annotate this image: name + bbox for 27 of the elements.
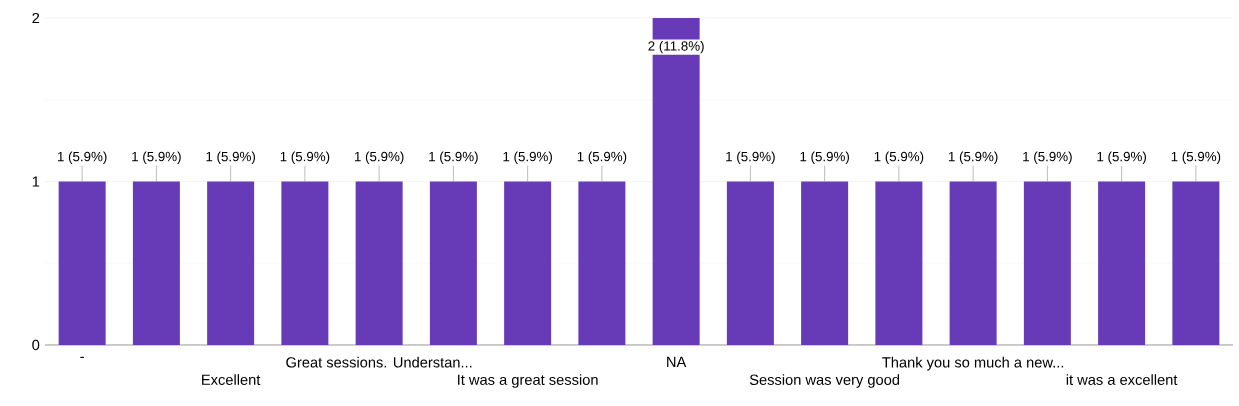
x-tick-label: Great sessions. Understan... [286, 356, 472, 368]
y-tick-label: 1 [32, 176, 40, 187]
x-tick-label: It was a great session [458, 374, 598, 388]
data-label: 1 (5.9%) [800, 151, 849, 164]
data-label: 1 (5.9%) [577, 151, 627, 164]
data-label: 1 (5.9%) [1097, 151, 1146, 164]
data-label: 1 (5.9%) [132, 151, 181, 164]
data-label: 1 (5.9%) [1171, 151, 1221, 164]
data-label: 1 (5.9%) [354, 151, 404, 164]
y-tick-label: 2 [32, 12, 40, 24]
data-label: 1 (5.9%) [948, 151, 998, 164]
x-tick-label: it was a excellent [1066, 374, 1178, 385]
y-tick-label: 0 [32, 339, 40, 351]
data-label: 1 (5.9%) [874, 151, 924, 164]
x-tick-label: Session was very good [749, 374, 900, 388]
data-label: 1 (5.9%) [280, 151, 330, 164]
x-tick-label: NA [667, 356, 687, 367]
x-tick-label: - [80, 356, 84, 358]
data-label: 1 (5.9%) [429, 151, 478, 164]
data-label: 1 (5.9%) [1023, 151, 1072, 164]
x-tick-label: Excellent [202, 374, 261, 385]
x-tick-label: Thank you so much a new... [882, 356, 1064, 371]
data-label: 1 (5.9%) [206, 151, 255, 164]
data-label: 1 (5.9%) [726, 151, 775, 164]
data-label: 2 (11.8%) [648, 40, 704, 54]
data-label: 1 (5.9%) [57, 151, 107, 164]
data-label: 1 (5.9%) [503, 151, 552, 164]
